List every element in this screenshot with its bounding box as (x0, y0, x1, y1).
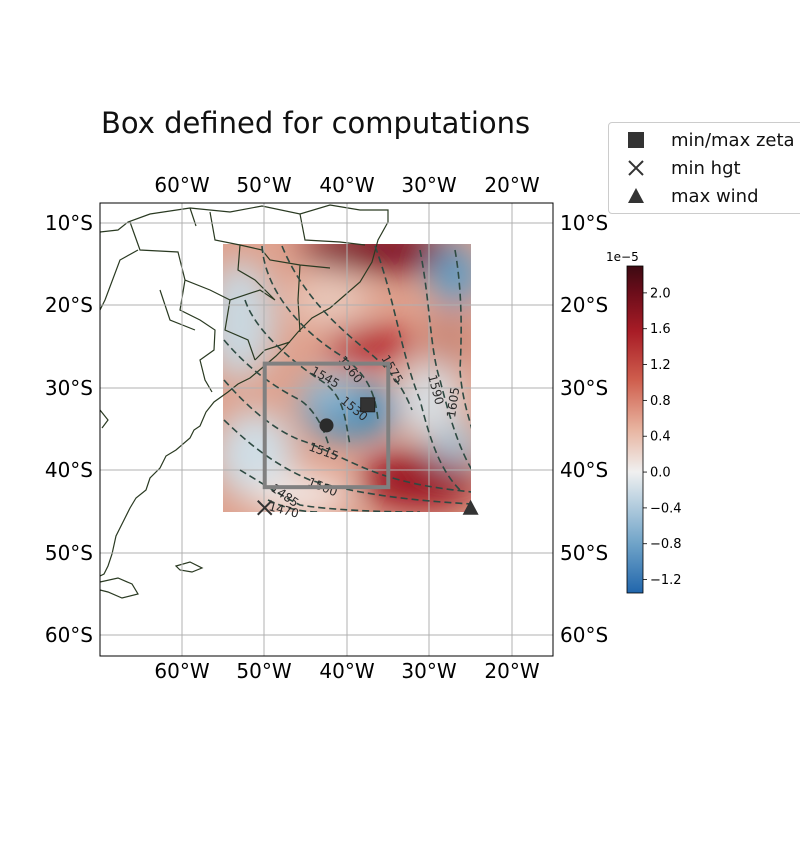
legend-label: min/max zeta (671, 129, 795, 151)
lon-tick-label: 50°W (236, 173, 291, 197)
lat-tick-label: 10°S (45, 211, 93, 235)
colorbar-tick-label: 0.4 (650, 430, 671, 445)
lon-tick-label: 60°W (154, 659, 209, 683)
lat-tick-label: 20°S (45, 293, 93, 317)
coastlines (100, 204, 389, 599)
colorbar-tick-label: 0.8 (650, 394, 671, 409)
colorbar-tick-label: −0.4 (650, 501, 682, 516)
colorbar-tick-label: 1.6 (650, 322, 671, 337)
lat-tick-label: 30°S (560, 376, 608, 400)
lon-tick-label: 40°W (319, 173, 374, 197)
lon-tick-label: 50°W (236, 659, 291, 683)
lon-tick-label: 30°W (401, 659, 456, 683)
height-contours (223, 245, 471, 512)
lat-tick-label: 40°S (45, 458, 93, 482)
colorbar-exponent: 1e−5 (606, 250, 639, 264)
map-frame (99, 202, 554, 657)
lon-tick-label: 20°W (484, 659, 539, 683)
lat-ticks-left: 10°S 20°S 30°S 40°S 50°S 60°S (45, 211, 93, 647)
contour-label: 1605 (444, 386, 462, 418)
center-marker (319, 418, 334, 433)
lon-tick-label: 40°W (319, 659, 374, 683)
colorbar-tick-label: −1.2 (650, 573, 682, 588)
vorticity-field (223, 244, 471, 512)
legend: min/max zeta min hgt max wind (608, 122, 800, 214)
lon-tick-label: 30°W (401, 173, 456, 197)
lat-tick-label: 30°S (45, 376, 93, 400)
lat-tick-label: 60°S (560, 623, 608, 647)
square-icon (625, 129, 647, 151)
chart-title: Box defined for computations (101, 106, 531, 140)
lat-tick-label: 40°S (560, 458, 608, 482)
x-icon (625, 157, 647, 179)
colorbar-tick-label: 1.2 (650, 358, 671, 373)
lon-tick-label: 60°W (154, 173, 209, 197)
lon-ticks-bottom: 60°W 50°W 40°W 30°W 20°W (154, 659, 539, 683)
lon-tick-label: 20°W (484, 173, 539, 197)
computation-box (262, 361, 391, 490)
lat-tick-label: 50°S (560, 541, 608, 565)
min-hgt-marker (257, 500, 273, 516)
lat-tick-label: 10°S (560, 211, 608, 235)
colorbar-tick-label: 2.0 (650, 286, 671, 301)
legend-item-min-hgt: min hgt (625, 157, 741, 179)
lat-ticks-right: 10°S 20°S 30°S 40°S 50°S 60°S (560, 211, 608, 647)
lat-tick-label: 60°S (45, 623, 93, 647)
triangle-icon (625, 185, 647, 207)
max-wind-marker (462, 499, 479, 515)
colorbar: 1e−5 2.0 1.6 1.2 0.8 0.4 0.0 −0.4 −0.8 −1.2 (606, 250, 682, 594)
legend-label: max wind (671, 185, 759, 207)
colorbar-tick-label: −0.8 (650, 537, 682, 552)
min-max-zeta-marker (360, 397, 376, 413)
legend-label: min hgt (671, 157, 741, 179)
lat-tick-label: 50°S (45, 541, 93, 565)
legend-item-max-wind: max wind (625, 185, 759, 207)
lon-ticks-top: 60°W 50°W 40°W 30°W 20°W (154, 173, 539, 197)
colorbar-tick-label: 0.0 (650, 466, 671, 481)
legend-item-min-max-zeta: min/max zeta (625, 129, 795, 151)
lat-tick-label: 20°S (560, 293, 608, 317)
colorbar-gradient (626, 265, 644, 594)
